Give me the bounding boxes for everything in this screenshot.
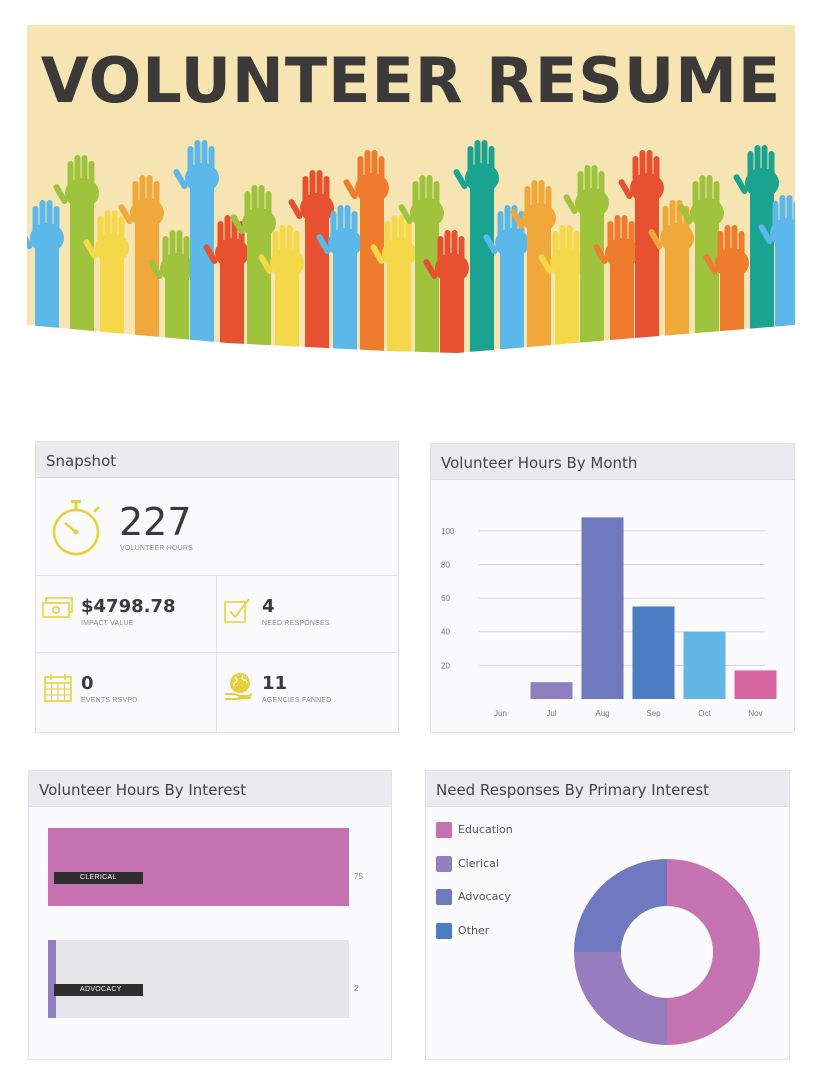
bar-value-label: 2 bbox=[354, 984, 359, 993]
bar-track bbox=[48, 940, 349, 1018]
hours-by-interest-chart: CLERICAL 75 ADVOCACY 2 bbox=[29, 807, 391, 1059]
x-tick-label: Aug bbox=[595, 709, 609, 718]
raised-hand-icon bbox=[370, 215, 416, 355]
legend-swatch bbox=[436, 822, 452, 838]
donut-slice bbox=[574, 859, 667, 952]
banner-image bbox=[27, 25, 795, 355]
raised-hand-icon bbox=[398, 175, 444, 355]
hours-by-month-body: 20 40 60 80 100 Jun Jul Aug Sep Oct Nov bbox=[431, 480, 794, 732]
events-value: 0 bbox=[81, 673, 94, 694]
need-responses-body: Education Clerical Advocacy Other bbox=[426, 807, 789, 1059]
calendar-icon bbox=[44, 674, 72, 702]
agencies-label: AGENCIES FANNED bbox=[262, 697, 332, 704]
raised-hand-icon bbox=[53, 155, 99, 355]
donut-slice bbox=[667, 859, 760, 1045]
events-cell: 0 EVENTS RSVPD bbox=[36, 653, 217, 732]
hours-by-month-panel: Volunteer Hours By Month 20 40 60 80 100 Jun J… bbox=[430, 443, 795, 733]
legend-label: Advocacy bbox=[458, 890, 511, 903]
events-label: EVENTS RSVPD bbox=[81, 697, 138, 704]
snapshot-body: 227 VOLUNTEER HOURS $4798.78 IMPACT VALU… bbox=[36, 478, 398, 732]
raised-hand-icon bbox=[203, 215, 249, 355]
bar-label: CLERICAL bbox=[54, 872, 143, 884]
bar bbox=[48, 940, 57, 1018]
y-tick-label: 20 bbox=[441, 661, 450, 670]
impact-value-cell: $4798.78 IMPACT VALUE bbox=[36, 576, 217, 653]
globe-hand-icon bbox=[225, 673, 253, 700]
y-tick-label: 100 bbox=[441, 527, 455, 536]
y-tick-label: 40 bbox=[441, 628, 450, 637]
need-responses-title: Need Responses By Primary Interest bbox=[426, 771, 789, 807]
impact-value: $4798.78 bbox=[81, 596, 176, 617]
need-responses-label: NEED RESPONSES bbox=[262, 620, 330, 627]
raised-hand-icon bbox=[563, 165, 609, 355]
raised-hand-icon bbox=[316, 205, 362, 355]
legend-swatch bbox=[436, 855, 452, 872]
bar-label: ADVOCACY bbox=[54, 984, 143, 996]
volunteer-hours-cell: 227 VOLUNTEER HOURS bbox=[36, 478, 398, 576]
x-tick-label: Jun bbox=[494, 709, 507, 718]
raised-hand-icon bbox=[733, 145, 779, 355]
bar bbox=[632, 606, 675, 699]
legend-label: Other bbox=[458, 923, 490, 937]
legend-swatch bbox=[436, 889, 452, 905]
snapshot-title: Snapshot bbox=[36, 442, 398, 478]
stopwatch-icon bbox=[52, 500, 100, 556]
hours-by-interest-panel: Volunteer Hours By Interest CLERICAL 75 AD… bbox=[28, 770, 392, 1060]
impact-value-label: IMPACT VALUE bbox=[81, 620, 134, 627]
need-responses-panel: Need Responses By Primary Interest Educa… bbox=[425, 770, 790, 1060]
y-tick-label: 60 bbox=[441, 594, 450, 603]
agencies-cell: 11 AGENCIES FANNED bbox=[217, 653, 398, 732]
bar-value-label: 75 bbox=[354, 872, 363, 881]
x-tick-label: Oct bbox=[698, 709, 711, 718]
raised-hand-icon bbox=[618, 150, 664, 355]
hours-by-month-chart: 20 40 60 80 100 Jun Jul Aug Sep Oct Nov bbox=[441, 517, 777, 718]
raised-hand-icon bbox=[538, 225, 584, 355]
hours-by-interest-body: CLERICAL 75 ADVOCACY 2 bbox=[29, 807, 391, 1059]
raised-hand-icon bbox=[510, 180, 556, 355]
bar bbox=[530, 682, 573, 699]
x-tick-label: Sep bbox=[646, 709, 661, 718]
raised-hand-icon bbox=[288, 170, 334, 355]
checkbox-icon bbox=[224, 598, 250, 623]
need-responses-legend: Education Clerical Advocacy Other bbox=[426, 807, 566, 957]
x-tick-label: Jul bbox=[546, 709, 556, 718]
raised-hand-icon bbox=[118, 175, 164, 355]
donut-slice bbox=[574, 952, 667, 1045]
hours-by-interest-title: Volunteer Hours By Interest bbox=[29, 771, 391, 807]
raised-hand-icon bbox=[230, 185, 276, 355]
volunteer-hours-label: VOLUNTEER HOURS bbox=[120, 545, 194, 552]
legend-label: Clerical bbox=[458, 856, 499, 870]
raised-hand-icon bbox=[173, 140, 219, 355]
agencies-value: 11 bbox=[262, 673, 288, 694]
legend-swatch bbox=[436, 922, 452, 939]
bar bbox=[48, 828, 349, 906]
snapshot-panel: Snapshot 227 VOLUNTEER HOURS $4798.78 IM… bbox=[35, 441, 399, 733]
raised-hand-icon bbox=[483, 205, 529, 355]
x-tick-label: Nov bbox=[748, 709, 762, 718]
bar bbox=[581, 517, 624, 699]
need-responses-value: 4 bbox=[262, 596, 275, 617]
hours-by-month-title: Volunteer Hours By Month bbox=[431, 444, 794, 480]
money-icon bbox=[42, 597, 73, 618]
bar bbox=[734, 670, 777, 699]
raised-hand-icon bbox=[258, 225, 304, 355]
banner-title: VOLUNTEER RESUME bbox=[40, 44, 782, 117]
raised-hand-icon bbox=[423, 230, 469, 355]
y-tick-label: 80 bbox=[441, 560, 450, 569]
need-responses-cell: 4 NEED RESPONSES bbox=[217, 576, 398, 653]
need-responses-donut bbox=[574, 859, 760, 1045]
legend-label: Education bbox=[458, 823, 513, 836]
bar bbox=[683, 631, 726, 699]
raised-hand-icon bbox=[453, 140, 499, 355]
raised-hand-icon bbox=[343, 150, 389, 355]
volunteer-hours-value: 227 bbox=[119, 500, 192, 544]
raised-hand-icon bbox=[758, 195, 795, 355]
raised-hand-icon bbox=[593, 215, 639, 355]
